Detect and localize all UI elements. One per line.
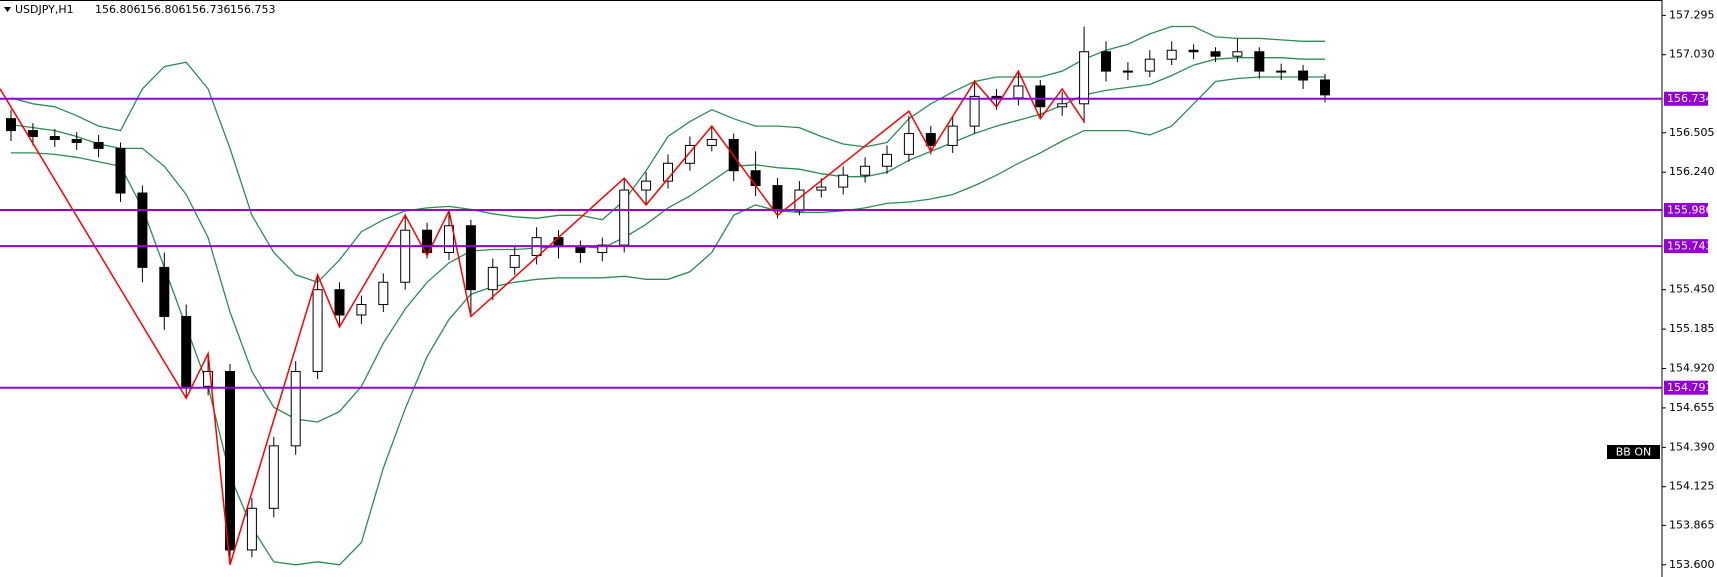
y-tick-label: 154.390: [1669, 440, 1715, 453]
level-label: 154.791: [1667, 381, 1713, 394]
candle-body: [1232, 51, 1243, 57]
candle-body: [487, 266, 498, 291]
y-tick-label: 154.125: [1669, 480, 1715, 493]
candle-body: [575, 246, 586, 254]
candle-body: [1166, 49, 1177, 60]
candle-body: [203, 370, 214, 387]
candle-body: [706, 138, 717, 146]
candle-body: [1013, 85, 1024, 99]
candle-body: [71, 138, 82, 143]
candle-body: [991, 95, 1002, 99]
y-tick-label: 156.505: [1669, 126, 1715, 139]
quote-value: 156.753: [230, 3, 276, 16]
candle-body: [1035, 85, 1046, 108]
candle-body: [181, 315, 192, 387]
y-tick-label: 153.600: [1669, 558, 1715, 571]
candle-body: [49, 136, 60, 140]
candle-body: [969, 95, 980, 127]
zigzag: [0, 69, 1085, 566]
candle-body: [422, 229, 433, 254]
candle-body: [6, 118, 16, 132]
y-tick-label: 154.920: [1669, 362, 1715, 375]
candle-body: [268, 445, 279, 509]
y-tick-label: 157.030: [1669, 48, 1715, 61]
quote-value: 156.736: [185, 3, 231, 16]
candle-body: [93, 141, 104, 149]
menu-arrow[interactable]: [4, 7, 11, 12]
candle-body: [641, 180, 652, 191]
candle-body: [772, 185, 783, 212]
candle-body: [838, 174, 849, 188]
level-label: 155.743: [1667, 240, 1713, 253]
candle-body: [882, 153, 892, 167]
level-label: 155.986: [1667, 203, 1713, 216]
badge: BB ON: [1616, 446, 1651, 459]
candle-body: [465, 225, 476, 291]
candle-body: [684, 144, 695, 164]
y-tick-label: 155.450: [1669, 283, 1715, 296]
candle-body: [947, 125, 958, 146]
candle-body: [400, 229, 411, 283]
quote-value: 156.806: [95, 3, 141, 16]
candle-body: [597, 244, 608, 254]
y-tick-label: 157.295: [1669, 8, 1715, 21]
level-label: 156.734: [1667, 92, 1713, 105]
candle-body: [159, 266, 170, 317]
candle-body: [246, 507, 257, 551]
candle-body: [290, 370, 301, 447]
quote-value: 156.806: [140, 3, 186, 16]
candle-body: [1122, 70, 1133, 73]
candle-body: [225, 370, 235, 551]
candle-body: [816, 186, 827, 191]
candle-body: [1210, 51, 1221, 57]
candle-body: [1079, 51, 1090, 105]
candle-body: [925, 133, 936, 146]
y-tick-label: 155.185: [1669, 322, 1715, 335]
level-label-bg: [1664, 91, 1708, 106]
candle-body: [1254, 51, 1265, 72]
candle-body: [334, 289, 345, 316]
level-label-bg: [1664, 380, 1708, 395]
bollinger-middle: [10, 57, 1325, 423]
y-tick-label: 153.865: [1669, 518, 1715, 531]
y-tick-label: 156.240: [1669, 165, 1715, 178]
candle-body: [137, 192, 148, 268]
level-label-bg: [1664, 239, 1708, 254]
candle-body: [1320, 79, 1330, 96]
quote: 156.806 156.806 156.736 156.753: [95, 3, 276, 16]
candle-body: [27, 130, 38, 138]
y-tick-label: 154.655: [1669, 401, 1715, 414]
candle-body: [509, 254, 520, 268]
candle-body: [312, 289, 323, 372]
candle-body: [1101, 51, 1111, 72]
symbol: USDJPY,H1: [15, 3, 74, 16]
candle-body: [860, 165, 871, 176]
candle-body: [1298, 70, 1309, 81]
candle-body: [115, 147, 126, 194]
candle-body: [444, 225, 454, 254]
candle-body: [619, 189, 630, 246]
level-label-bg: [1664, 202, 1708, 217]
badge-bg: [1607, 445, 1660, 459]
candle-body: [903, 133, 914, 155]
candle-body: [750, 170, 761, 187]
candle-body: [1057, 103, 1068, 108]
candle-body: [1188, 49, 1199, 53]
candle-body: [356, 304, 367, 316]
candle-body: [1144, 58, 1155, 72]
candle-body: [378, 281, 389, 306]
candle-body: [1276, 70, 1287, 73]
